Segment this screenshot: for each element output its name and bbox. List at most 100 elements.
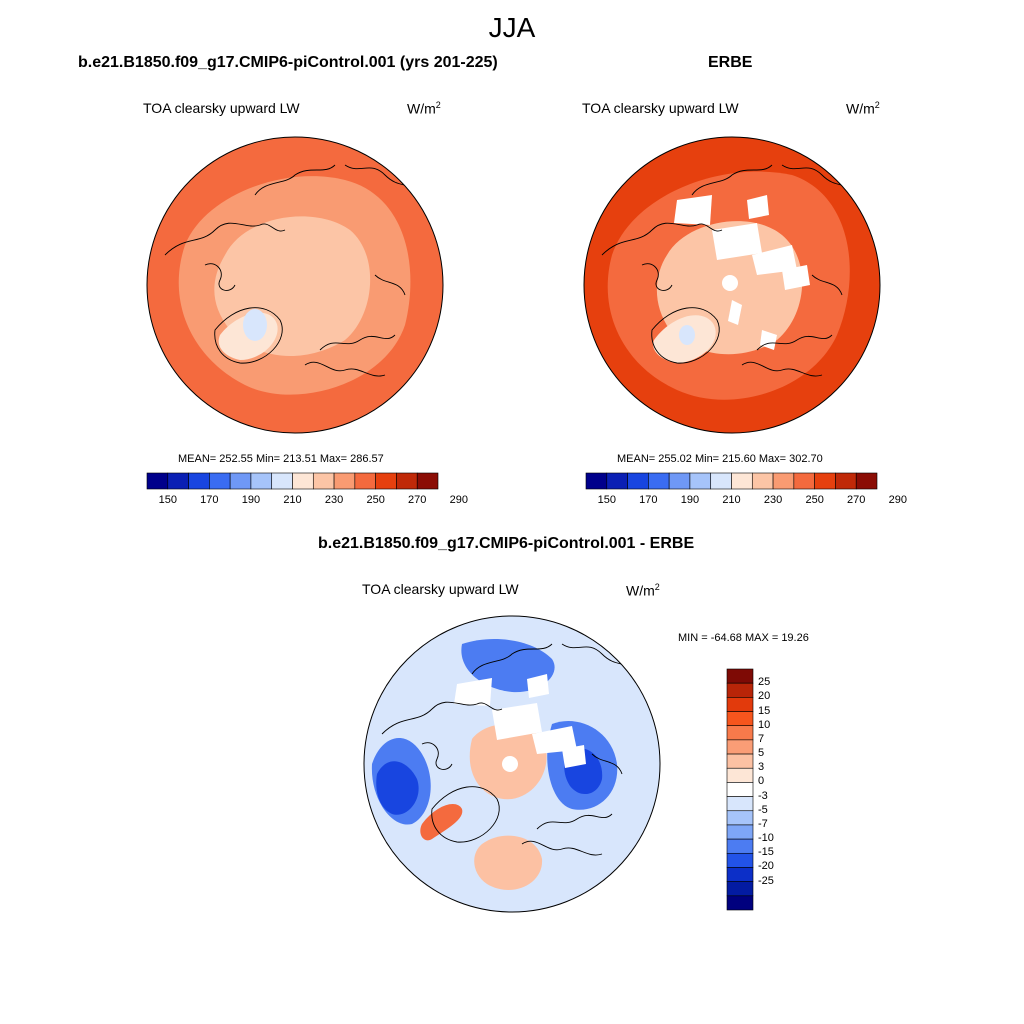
colorbar-swatch: [731, 472, 753, 490]
colorbar-tick-label: -5: [758, 803, 768, 816]
colorbar-swatch: [726, 881, 754, 897]
colorbar-swatch: [689, 472, 712, 490]
colorbar-swatch: [726, 895, 754, 911]
colorbar-swatch: [167, 472, 189, 490]
colorbar-tick-label: 7: [758, 732, 765, 745]
colorbar-swatch: [814, 472, 836, 490]
colorbar-tick-label: -20: [758, 860, 774, 873]
diff-polar-map: [363, 615, 661, 913]
colorbar-swatch: [312, 472, 335, 490]
colorbar-swatch: [416, 472, 439, 490]
colorbar-swatch: [188, 472, 210, 490]
colorbar-tick-label: 170: [639, 494, 658, 506]
colorbar-swatch: [793, 472, 815, 490]
model-polar-map: [146, 136, 444, 434]
colorbar-swatch: [726, 838, 754, 854]
colorbar-swatch: [726, 697, 754, 712]
obs-missing-data: [674, 195, 810, 350]
colorbar-tick-label: 3: [758, 761, 765, 774]
colorbar-tick-label: -3: [758, 789, 768, 802]
model-colorbar-ticks: 150 170 190 210 230 250 270 290: [147, 494, 468, 508]
colorbar-tick-label: 150: [597, 494, 616, 506]
diff-units-label: W/m2: [626, 582, 660, 599]
colorbar-swatch: [751, 472, 774, 490]
obs-stats: MEAN= 255.02 Min= 215.60 Max= 302.70: [617, 453, 823, 465]
colorbar-swatch: [209, 472, 231, 490]
colorbar-swatch: [229, 472, 252, 490]
colorbar-swatch: [726, 782, 754, 797]
colorbar-swatch: [726, 867, 754, 882]
obs-variable-label: TOA clearsky upward LW: [582, 100, 739, 116]
model-panel-title: b.e21.B1850.f09_g17.CMIP6-piControl.001 …: [78, 54, 498, 71]
colorbar-swatch: [726, 739, 754, 755]
colorbar-swatch: [726, 753, 754, 769]
colorbar-swatch: [606, 472, 628, 490]
colorbar-tick-label: -10: [758, 832, 774, 845]
colorbar-swatch: [726, 852, 754, 868]
colorbar-tick-label: 250: [366, 494, 385, 506]
colorbar-swatch: [726, 668, 754, 684]
diff-map-pos-south: [474, 835, 543, 890]
colorbar-swatch: [627, 472, 649, 490]
colorbar-tick-label: 210: [722, 494, 741, 506]
diff-map-neg-strong-region: [376, 761, 419, 815]
colorbar-swatch: [726, 824, 754, 840]
colorbar-tick-label: 190: [241, 494, 261, 506]
colorbar-swatch: [146, 472, 169, 490]
model-stats: MEAN= 252.55 Min= 213.51 Max= 286.57: [178, 453, 384, 465]
colorbar-tick-label: 290: [888, 494, 907, 506]
colorbar-tick-label: 20: [758, 690, 771, 703]
colorbar-tick-label: 170: [200, 494, 219, 506]
colorbar-tick-label: -15: [758, 846, 774, 859]
diff-stats: MIN = -64.68 MAX = 19.26: [678, 632, 809, 644]
colorbar-swatch: [333, 472, 356, 490]
colorbar-tick-label: 15: [758, 704, 771, 717]
colorbar-swatch: [271, 472, 293, 490]
colorbar-tick-label: 0: [758, 775, 765, 788]
colorbar-tick-label: 250: [805, 494, 824, 506]
colorbar-tick-label: 230: [763, 494, 783, 506]
colorbar-tick-label: 270: [408, 494, 427, 506]
colorbar-tick-label: 270: [847, 494, 866, 506]
colorbar-tick-label: 230: [324, 494, 344, 506]
colorbar-swatch: [396, 472, 418, 490]
model-colorbar: [146, 472, 439, 490]
colorbar-swatch: [585, 472, 608, 490]
colorbar-swatch: [354, 472, 376, 490]
colorbar-swatch: [668, 472, 691, 490]
colorbar-tick-label: -25: [758, 874, 774, 887]
colorbar-swatch: [250, 472, 273, 490]
model-map-greenland-core: [243, 309, 267, 341]
colorbar-tick-label: 25: [758, 676, 771, 689]
diff-variable-label: TOA clearsky upward LW: [362, 581, 519, 597]
diff-panel-title: b.e21.B1850.f09_g17.CMIP6-piControl.001 …: [318, 535, 695, 552]
colorbar-swatch: [648, 472, 670, 490]
colorbar-swatch: [726, 810, 754, 826]
obs-polar-map: [583, 136, 881, 434]
diff-map-pos-strong-streak: [420, 804, 463, 841]
colorbar-tick-label: 210: [283, 494, 302, 506]
diff-missing-data: [454, 674, 586, 772]
obs-colorbar-ticks: 150 170 190 210 230 250 270 290: [586, 494, 907, 508]
figure-title: JJA: [488, 12, 536, 43]
colorbar-tick-label: 190: [680, 494, 700, 506]
colorbar-swatch: [710, 472, 732, 490]
obs-colorbar: [585, 472, 878, 490]
obs-panel-title: ERBE: [708, 54, 753, 71]
colorbar-swatch: [375, 472, 397, 490]
obs-units-label: W/m2: [846, 100, 880, 117]
colorbar-tick-label: 5: [758, 747, 765, 760]
colorbar-tick-label: 150: [158, 494, 177, 506]
colorbar-tick-label: -7: [758, 817, 768, 830]
colorbar-swatch: [726, 725, 754, 741]
colorbar-tick-label: 290: [449, 494, 468, 506]
colorbar-swatch: [855, 472, 878, 490]
colorbar-swatch: [726, 711, 754, 727]
colorbar-swatch: [772, 472, 795, 490]
obs-map-greenland-core: [679, 325, 695, 345]
diff-colorbar: [726, 668, 754, 911]
colorbar-swatch: [726, 767, 754, 783]
model-variable-label: TOA clearsky upward LW: [143, 100, 300, 116]
colorbar-swatch: [726, 796, 754, 812]
model-units-label: W/m2: [407, 100, 441, 117]
